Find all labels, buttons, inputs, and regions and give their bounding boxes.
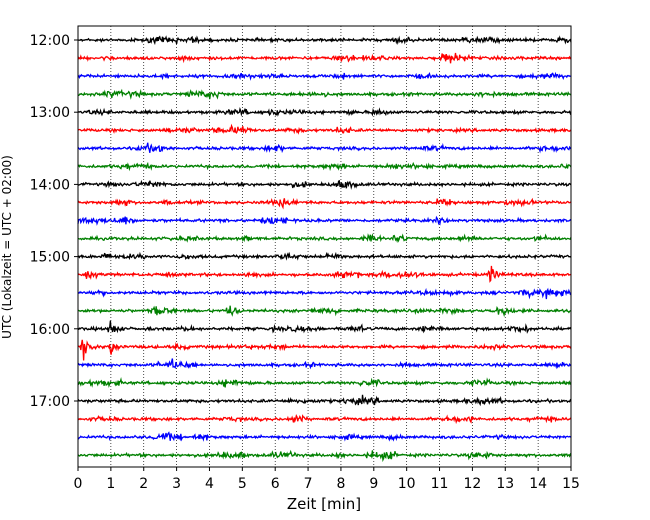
x-tick-label-9: 9 bbox=[369, 476, 378, 492]
x-tick-label-11: 11 bbox=[431, 476, 449, 492]
trace-1500 bbox=[77, 251, 572, 261]
x-tick-label-1: 1 bbox=[106, 476, 115, 492]
trace-1600 bbox=[77, 320, 572, 334]
x-tick-label-0: 0 bbox=[74, 476, 83, 492]
trace-1530 bbox=[77, 287, 572, 300]
x-tick-label-3: 3 bbox=[172, 476, 181, 492]
trace-1745 bbox=[77, 449, 572, 463]
trace-1545 bbox=[77, 305, 572, 318]
trace-1345 bbox=[77, 161, 572, 172]
trace-1700 bbox=[77, 394, 572, 407]
trace-1300 bbox=[77, 106, 572, 117]
trace-1400 bbox=[77, 179, 572, 190]
x-axis-label: Zeit [min] bbox=[287, 495, 361, 513]
x-tick-label-10: 10 bbox=[398, 476, 416, 492]
trace-1630 bbox=[77, 358, 572, 370]
trace-1330 bbox=[77, 142, 572, 154]
y-tick-label-14:00: 14:00 bbox=[30, 177, 70, 193]
trace-1645 bbox=[77, 377, 572, 388]
trace-1730 bbox=[77, 431, 572, 442]
x-tick-label-14: 14 bbox=[529, 476, 547, 492]
y-tick-label-12:00: 12:00 bbox=[30, 33, 70, 49]
y-axis: 12:00 13:00 14:00 15:00 16:00 17:00 bbox=[30, 33, 78, 410]
x-tick-label-2: 2 bbox=[139, 476, 148, 492]
trace-1445 bbox=[77, 233, 572, 244]
y-tick-label-13:00: 13:00 bbox=[30, 105, 70, 121]
x-tick-label-4: 4 bbox=[205, 476, 214, 492]
trace-1315 bbox=[77, 123, 572, 135]
y-tick-label-15:00: 15:00 bbox=[30, 250, 70, 266]
y-axis-label: UTC (Lokalzeit = UTC + 02:00) bbox=[0, 155, 14, 339]
plot-frame bbox=[77, 25, 572, 468]
y-tick-label-16:00: 16:00 bbox=[30, 322, 70, 338]
x-tick-label-15: 15 bbox=[562, 476, 580, 492]
traces bbox=[77, 35, 572, 463]
x-tick-label-13: 13 bbox=[496, 476, 514, 492]
trace-1215 bbox=[77, 52, 572, 64]
trace-1200 bbox=[77, 35, 572, 46]
trace-1245 bbox=[77, 88, 572, 100]
trace-1430 bbox=[77, 215, 572, 226]
x-tick-label-7: 7 bbox=[304, 476, 313, 492]
x-tick-label-12: 12 bbox=[463, 476, 481, 492]
x-tick-label-6: 6 bbox=[271, 476, 280, 492]
x-tick-label-8: 8 bbox=[336, 476, 345, 492]
x-axis: 0 1 2 3 4 5 6 7 8 9 10 11 12 13 14 15 bbox=[74, 467, 580, 492]
trace-1515 bbox=[77, 265, 572, 283]
trace-1415 bbox=[77, 197, 572, 210]
trace-1230 bbox=[77, 71, 572, 81]
y-tick-label-17:00: 17:00 bbox=[30, 394, 70, 410]
x-tick-label-5: 5 bbox=[238, 476, 247, 492]
trace-1615 bbox=[77, 339, 572, 361]
trace-1715 bbox=[77, 414, 572, 425]
